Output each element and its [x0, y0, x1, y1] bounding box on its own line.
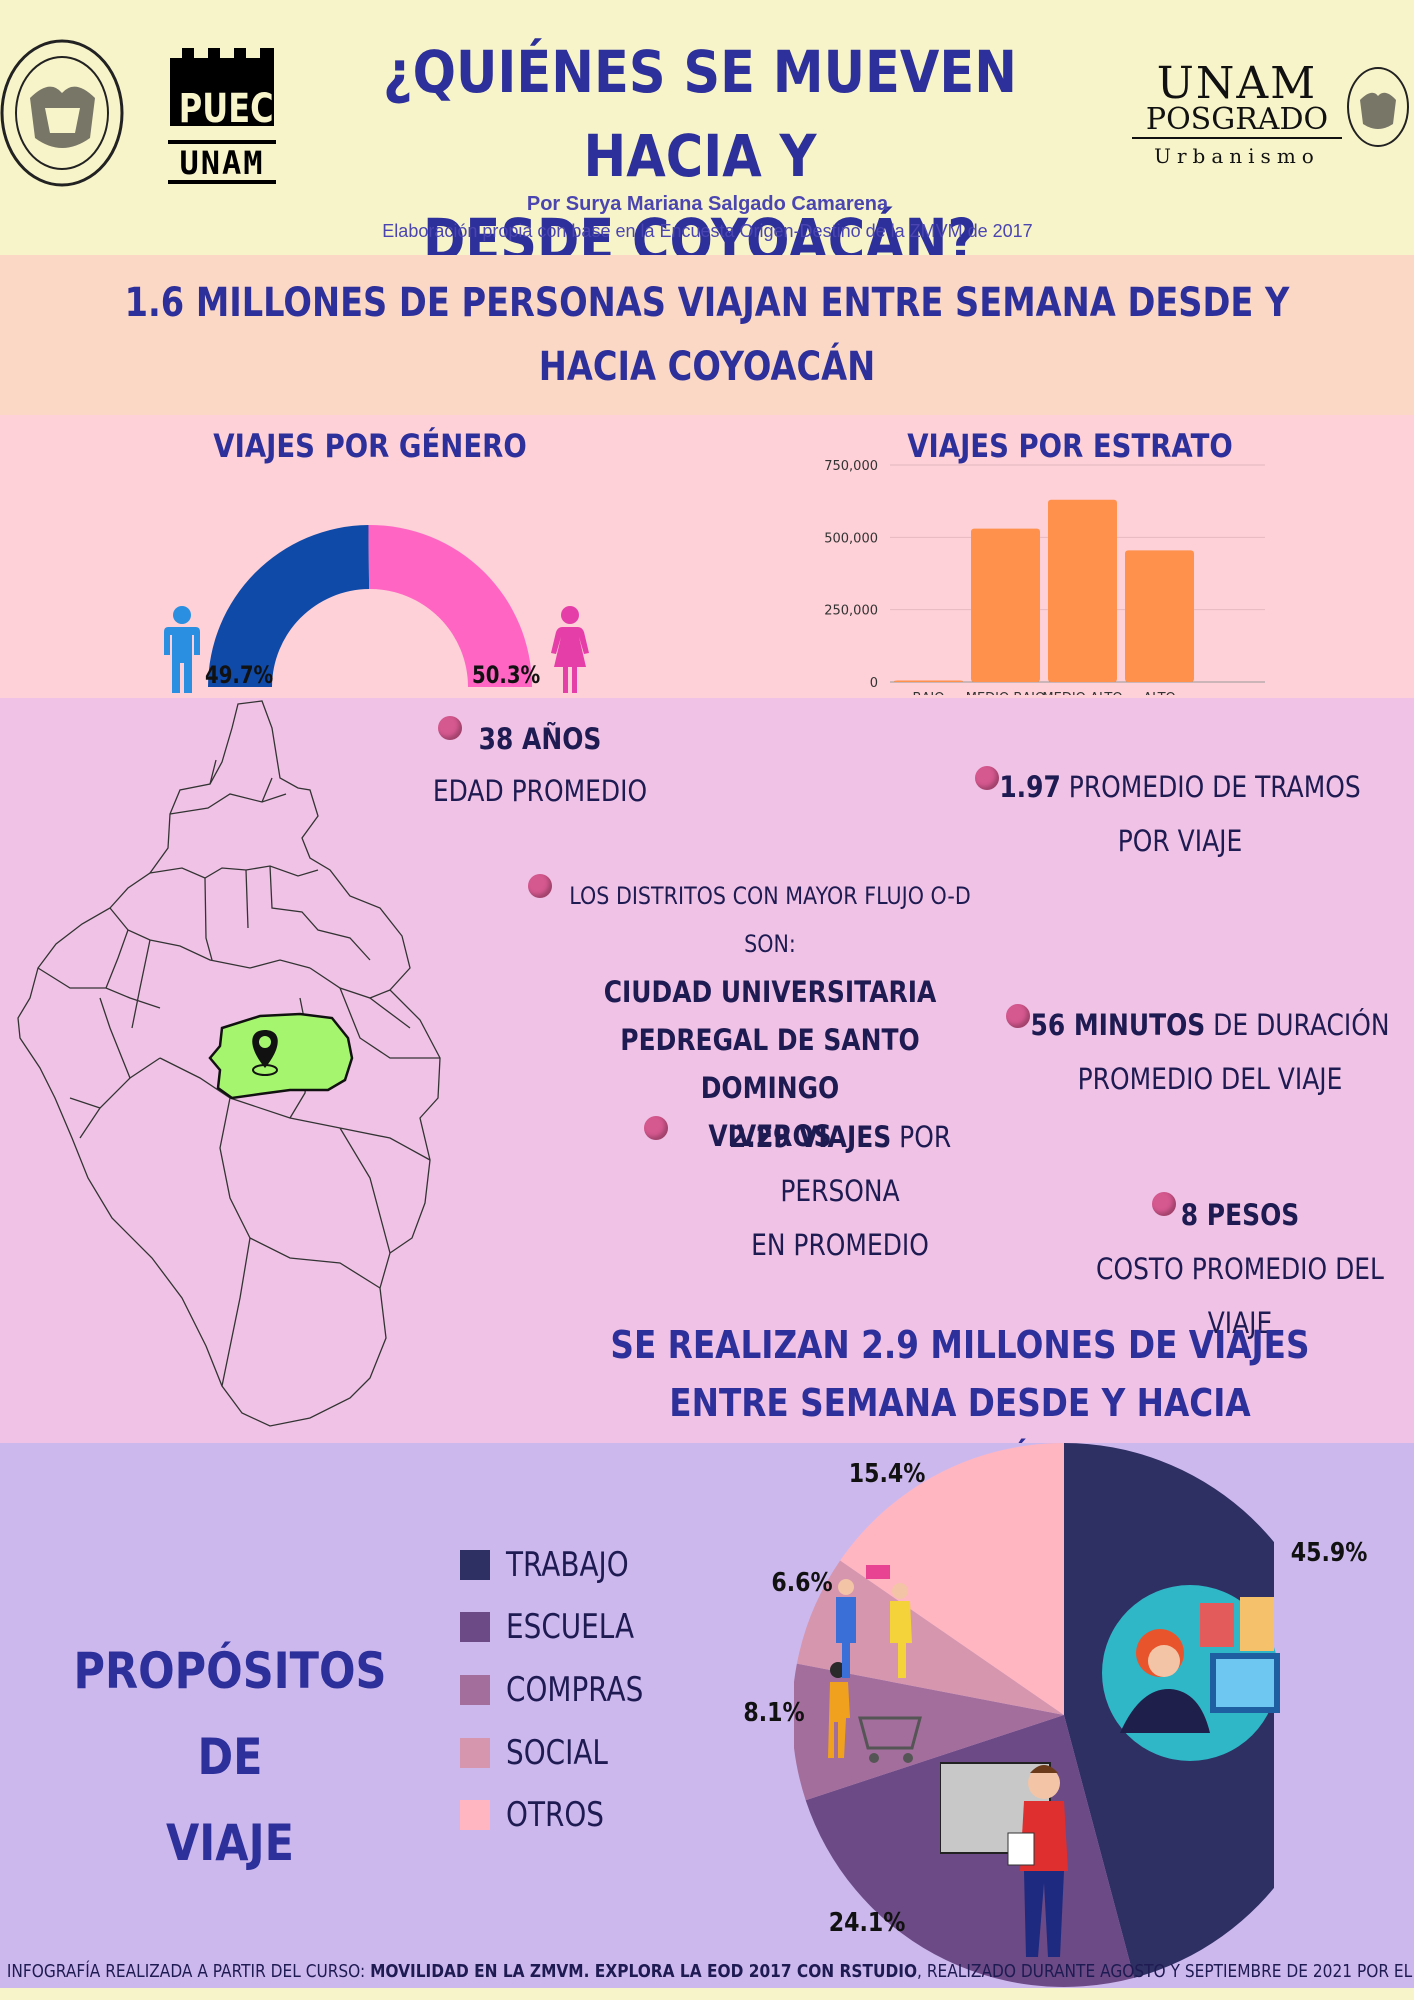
female-percentage: 50.3%	[472, 661, 541, 689]
legend-otros: OTROS	[460, 1795, 626, 1835]
bar-medio-bajo	[971, 528, 1040, 682]
gender-title: VIAJES POR GÉNERO	[213, 427, 527, 465]
bullet-icon	[644, 1116, 668, 1140]
pie-slice-compras	[794, 1663, 1064, 1801]
author: Por Surya Mariana Salgado Camarena	[526, 193, 889, 215]
purposes-title: PROPÓSITOS DE VIAJE	[73, 1642, 387, 1872]
pct-escuela: 24.1%	[828, 1908, 906, 1938]
legend-swatch	[460, 1675, 490, 1705]
bullet-icon	[528, 874, 552, 898]
stats-band: 38 AÑOS EDAD PROMEDIO 1.97 PROMEDIO DE T…	[0, 698, 1414, 1483]
gender-donut-chart	[208, 525, 532, 687]
social-people-illustration	[836, 1565, 912, 1678]
male-arc	[208, 525, 370, 687]
y-tick-label: 500,000	[824, 531, 878, 546]
unam-posgrado-logo: UNAM POSGRADO Urbanismo	[1132, 58, 1342, 178]
legend-escuela: ESCUELA	[460, 1607, 662, 1647]
pie-slice-social	[796, 1560, 1064, 1715]
teacher-illustration	[940, 1762, 1068, 1957]
headline: 1.6 MILLONES DE PERSONAS VIAJAN ENTRE SE…	[124, 280, 1290, 390]
bullet-icon	[975, 766, 999, 790]
puec-logo-subtext: UNAM	[179, 144, 265, 182]
puec-logo-text: PUEC	[178, 86, 274, 132]
stat-distritos: LOS DISTRITOS CON MAYOR FLUJO O-D SON: C…	[569, 882, 971, 1153]
stat-duracion: 56 MINUTOS DE DURACIÓN PROMEDIO DEL VIAJ…	[1030, 1008, 1390, 1096]
y-tick-label: 750,000	[824, 459, 878, 474]
header: PUEC UNAM ¿QUIÉNES SE MUEVEN HACIA Y DES…	[0, 0, 1414, 274]
bullet-icon	[1006, 1004, 1030, 1028]
pct-social: 6.6%	[771, 1568, 833, 1598]
x-tick-label: MEDIO ALTO	[1042, 691, 1122, 695]
pie-slice-otros	[840, 1443, 1064, 1715]
strata-title: VIAJES POR ESTRATO	[907, 427, 1233, 465]
y-tick-label: 0	[870, 676, 878, 691]
x-tick-label: ALTO	[1143, 691, 1176, 695]
bar-bajo	[894, 680, 963, 683]
coyoacan-highlight	[208, 1012, 354, 1100]
x-tick-label: MEDIO BAJO	[966, 691, 1046, 695]
strata-bar-chart: 750,000 500,000 250,000 0 BAJO MEDIO BAJOMEDI…	[824, 459, 1265, 695]
purposes-band: PROPÓSITOS DE VIAJE TRABAJO ESCUELA COMP…	[0, 1443, 1414, 1988]
bar-medio-alto	[1048, 499, 1117, 682]
bullet-icon	[438, 716, 462, 740]
stat-viajes: 2.29 VIAJES POR PERSONA EN PROMEDIO	[728, 1120, 952, 1262]
pct-otros: 15.4%	[848, 1459, 926, 1489]
source-note: Elaboración propia con base en la Encues…	[382, 221, 1033, 241]
legend-swatch	[460, 1550, 490, 1580]
legend-swatch	[460, 1738, 490, 1768]
puec-logo: PUEC UNAM	[168, 48, 276, 184]
woman-icon	[551, 606, 589, 693]
footer-text: INFOGRAFÍA REALIZADA A PARTIR DEL CURSO:…	[6, 1961, 1414, 1982]
purposes-pie-chart	[794, 1443, 1274, 1987]
bullet-icon	[1152, 1192, 1176, 1216]
pct-compras: 8.1%	[743, 1698, 805, 1728]
pct-trabajo: 45.9%	[1290, 1538, 1368, 1568]
x-tick-label: BAJO	[913, 691, 945, 695]
stat-edad: 38 AÑOS EDAD PROMEDIO	[432, 722, 648, 808]
title-line-1: ¿QUIÉNES SE MUEVEN HACIA Y	[382, 38, 1017, 190]
male-percentage: 49.7%	[205, 661, 274, 689]
footer	[0, 1988, 1414, 2000]
legend-swatch	[460, 1800, 490, 1830]
legend-compras: COMPRAS	[460, 1670, 673, 1710]
shopper-illustration	[828, 1662, 922, 1763]
location-pin-icon	[252, 1030, 278, 1076]
headline-band: 1.6 MILLONES DE PERSONAS VIAJAN ENTRE SE…	[0, 255, 1414, 415]
castle-icon	[170, 48, 274, 126]
page-title: ¿QUIÉNES SE MUEVEN HACIA Y DESDE COYOACÁ…	[313, 30, 1087, 282]
y-tick-label: 250,000	[824, 604, 878, 619]
charts-band: VIAJES POR GÉNERO 49.7% 50.3% VIAJES POR…	[0, 415, 1414, 698]
legend-swatch	[460, 1612, 490, 1642]
man-icon	[164, 606, 200, 693]
legend-trabajo: TRABAJO	[460, 1545, 656, 1585]
unam-seal-icon	[0, 39, 124, 187]
stat-tramos: 1.97 PROMEDIO DE TRAMOS POR VIAJE	[999, 770, 1361, 858]
female-arc	[368, 525, 532, 687]
office-worker-illustration	[1102, 1585, 1280, 1761]
bar-alto	[1125, 550, 1194, 682]
cdmx-map	[17, 700, 441, 1427]
unam-seal-small-icon	[1347, 67, 1409, 147]
stat-costo: 8 PESOS COSTO PROMEDIO DEL VIAJE	[1096, 1198, 1384, 1340]
legend-social: SOCIAL	[460, 1733, 630, 1773]
